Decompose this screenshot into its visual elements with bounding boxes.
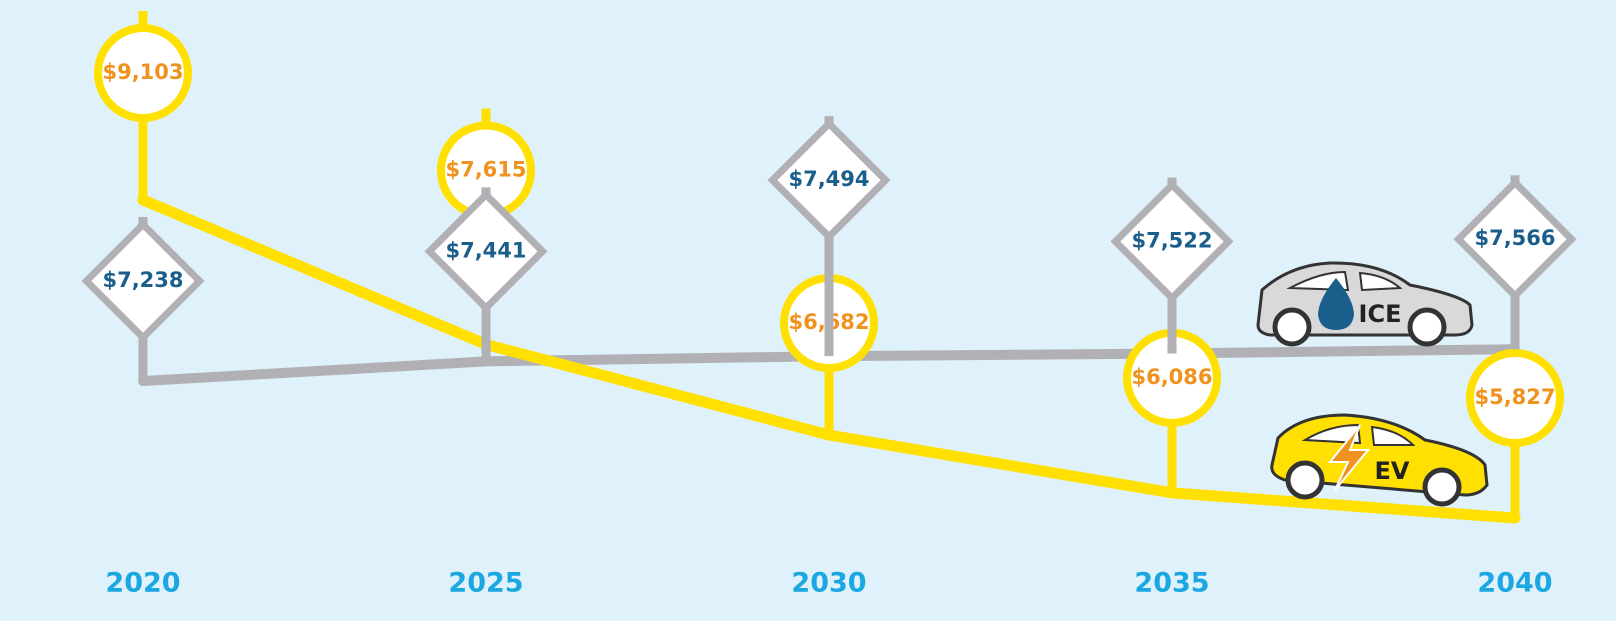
value-label: $5,827: [1474, 385, 1555, 409]
x-tick-label: 2030: [791, 568, 866, 599]
x-tick-label: 2035: [1134, 568, 1209, 599]
value-label: $9,103: [102, 60, 183, 84]
value-label: $7,238: [102, 268, 183, 292]
value-label: $7,615: [445, 157, 526, 181]
legend-label: ICE: [1359, 300, 1402, 328]
value-label: $7,566: [1474, 226, 1555, 250]
value-label: $7,441: [445, 238, 526, 262]
value-label: $6,086: [1131, 365, 1212, 389]
value-label: $7,522: [1131, 228, 1212, 252]
value-label: $7,494: [788, 167, 869, 191]
legend-label: EV: [1375, 457, 1410, 485]
x-tick-label: 2040: [1477, 568, 1552, 599]
x-tick-label: 2020: [105, 568, 180, 599]
chart: $9,103$7,615$6,682$6,086$5,827$7,238$7,4…: [0, 0, 1616, 621]
x-tick-label: 2025: [448, 568, 523, 599]
